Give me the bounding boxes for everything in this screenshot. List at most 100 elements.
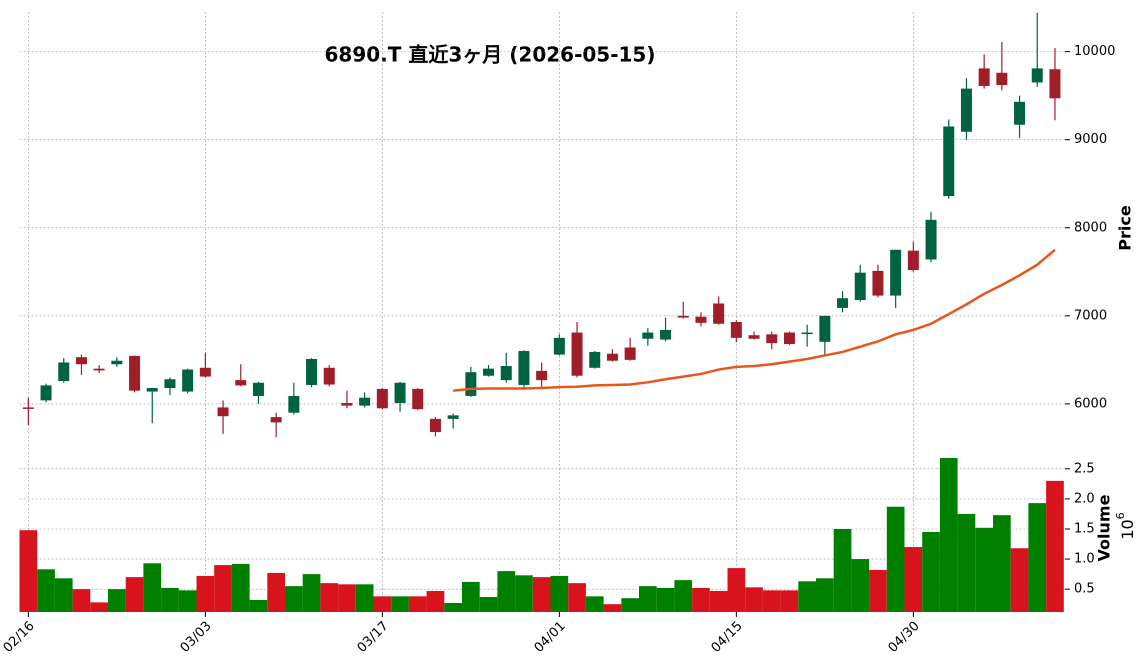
candle-body [111,360,123,365]
volume-bar [639,586,657,612]
candle-body [872,270,884,296]
y-tick-label: 7000 [1074,308,1107,323]
volume-bar [780,590,799,612]
candle-body [483,368,495,376]
volume-bar [993,515,1011,612]
candle-body [730,321,742,338]
volume-bar [426,590,445,612]
candle-body [270,417,282,423]
candle-body [837,298,849,308]
candle-body [252,382,264,396]
volume-bar [302,574,321,612]
volume-tick-label: 2.5 [1074,461,1095,476]
candle-body [146,388,158,392]
volume-bar [285,586,303,612]
multiplier-base: 10 [1118,519,1137,539]
volume-bar [373,596,392,612]
volume-bar [692,587,710,612]
volume-bar [125,577,144,612]
volume-bar [231,563,250,612]
candle-body [606,353,618,361]
candle-body [748,335,760,339]
candle-body [129,355,141,391]
volume-bar [674,580,693,612]
volume-bar [869,569,887,612]
candle-body [40,385,52,401]
candle-body [323,367,335,385]
candle-body [394,382,406,404]
volume-bar [762,590,781,612]
volume-bar [957,513,976,612]
candle-body [996,72,1008,86]
candle-body [589,351,601,368]
volume-bar [320,583,339,612]
volume-bar [479,596,498,612]
candle-body [660,329,672,340]
volume-bar [462,581,480,612]
candle-body [500,366,512,381]
volume-bar [178,590,197,612]
candle-body [1031,68,1043,83]
moving-average [453,248,1056,392]
candle-body [412,388,424,410]
volume-bar [196,575,215,612]
candle-body [306,358,318,385]
candle-body [93,368,105,371]
candle-body [960,88,972,132]
candle-body [536,370,548,381]
volume-bar [656,587,675,612]
candle-body [890,249,902,296]
volume-bar [709,590,728,612]
candle-body [907,250,919,271]
candle-body [199,367,211,377]
volume-bar [249,599,268,612]
x-tick-label: 04/15 [709,619,746,656]
candle-body [677,315,689,318]
candle-body [978,68,990,86]
volume-bar [408,596,427,612]
volume-bar [19,530,38,612]
volume-bar [886,506,905,612]
y-axis-label: Price [1116,205,1135,251]
volume-bar [108,589,126,612]
volume-bar [90,602,108,612]
volume-bar [497,571,516,612]
candle-body [447,415,459,419]
volume-bar [444,602,462,612]
candle-body [182,369,194,392]
candle-body [429,418,441,433]
volume-bar [851,559,870,612]
y-tick-label: 9000 [1074,132,1107,147]
candle-body [713,303,725,324]
volume-bar [621,598,639,612]
volume-bar [37,569,55,612]
volume-bar [603,604,622,612]
candle-body [288,395,300,413]
volume-bar [143,563,162,612]
candle-body [518,351,530,385]
volume-bar [532,577,551,612]
candle-body [376,388,388,409]
volume-bar [1028,503,1047,612]
volume-bar [1010,548,1029,612]
candle-body [819,315,831,342]
volume-bar [585,596,604,612]
candle-body [1014,101,1026,125]
volume-tick-label: 0.5 [1074,582,1095,597]
volume-bar [745,587,763,612]
volume-bar [922,531,940,612]
x-tick-label: 04/30 [886,619,923,656]
y-tick-label: 6000 [1074,396,1107,411]
candle-body [465,372,477,396]
chart-title: 6890.T 直近3ヶ月 (2026-05-15) [325,43,656,67]
volume-bar [975,527,993,612]
y-tick-label: 10000 [1074,44,1115,59]
volume-axis-label: Volume [1095,494,1114,561]
multiplier-exponent: 6 [1114,512,1127,519]
volume-bar [568,583,586,612]
x-tick-label: 04/01 [532,619,569,656]
candle-body [341,403,353,406]
candle-body [359,397,371,406]
candle-body [766,334,778,344]
